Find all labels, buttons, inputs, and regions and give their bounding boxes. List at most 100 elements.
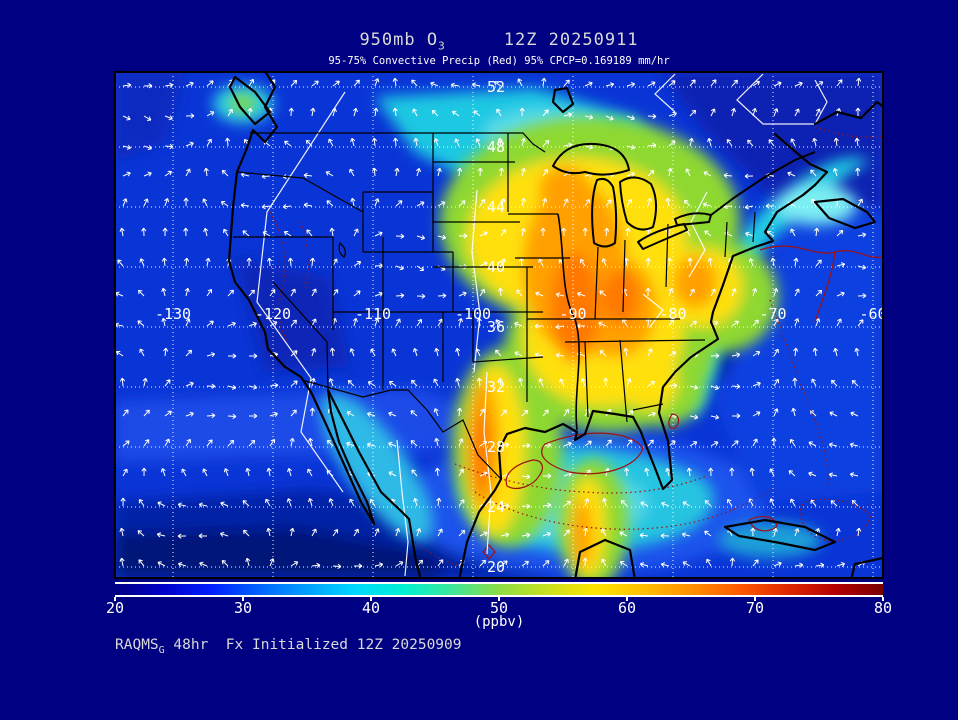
wind-vector: [475, 138, 481, 147]
wind-vector: [332, 80, 340, 87]
wind-vector: [185, 81, 194, 87]
wind-vector: [559, 378, 565, 387]
wind-vector: [346, 411, 355, 417]
wind-vector: [748, 498, 754, 507]
wind-vector: [815, 289, 823, 297]
wind-vector: [749, 467, 755, 477]
wind-vector: [137, 320, 145, 327]
wind-vector: [199, 561, 208, 567]
colorbar-tick-label: 70: [745, 599, 765, 617]
wind-vector: [520, 197, 526, 207]
wind-vector: [203, 167, 209, 177]
wind-vector: [857, 198, 863, 207]
wind-vector: [395, 528, 401, 537]
wind-vector: [394, 167, 400, 177]
wind-vector: [437, 318, 443, 327]
wind-vector: [227, 353, 237, 359]
wind-vector: [647, 170, 655, 177]
wind-vector: [206, 320, 214, 327]
state-border-layer: [233, 132, 756, 480]
wind-vector: [647, 348, 653, 357]
wind-vector: [410, 440, 418, 447]
wind-vector: [471, 82, 481, 88]
wind-vector: [624, 467, 630, 477]
wind-vector: [455, 347, 461, 357]
wind-vector: [353, 261, 362, 267]
wind-vector: [303, 202, 313, 208]
wind-vector: [347, 379, 355, 387]
wind-vector: [854, 137, 860, 147]
wind-vector: [164, 143, 174, 150]
wind-vector: [580, 378, 586, 387]
wind-vector: [829, 411, 838, 417]
wind-vector: [731, 320, 739, 327]
wind-vector: [687, 257, 693, 267]
wind-vector: [752, 319, 759, 327]
latitude-label: 52: [487, 78, 505, 96]
wind-vector: [328, 498, 334, 507]
great-lakes-layer: [552, 142, 816, 250]
wind-vector: [177, 533, 187, 539]
wind-vector: [367, 411, 376, 417]
wind-vector: [248, 439, 256, 447]
colorbar-tickmark: [114, 597, 116, 601]
wind-vector: [310, 107, 316, 117]
wind-vector: [731, 79, 739, 87]
wind-vector: [412, 108, 418, 117]
wind-vector: [349, 498, 355, 507]
wind-vector: [601, 528, 607, 537]
wind-vector: [584, 199, 591, 207]
wind-vector: [498, 167, 505, 177]
wind-vector: [437, 559, 444, 567]
wind-vector: [119, 377, 126, 387]
wind-vector: [542, 531, 551, 537]
wind-vector: [518, 377, 524, 387]
wind-vector: [723, 172, 733, 179]
forecast-map: -130 -120 -110 -100 -90 -80 -70 -60 52 48 44 40 36 32…: [114, 71, 884, 579]
wind-vector: [812, 137, 818, 147]
colorbar-tick-label: 80: [873, 599, 893, 617]
wind-vector: [477, 167, 483, 177]
wind-vector: [137, 530, 145, 537]
wind-vector: [287, 467, 293, 477]
wind-vector: [835, 527, 841, 537]
wind-vector: [458, 499, 465, 507]
wind-vector: [311, 288, 317, 297]
wind-vector: [325, 171, 334, 177]
wind-vector: [143, 439, 150, 447]
wind-vector: [623, 347, 629, 357]
wind-vector: [220, 201, 229, 207]
wind-vector: [221, 560, 229, 567]
wind-vector: [242, 529, 250, 537]
colorbar-tick-label: 20: [105, 599, 125, 617]
wind-vector: [392, 77, 398, 87]
wind-vector: [185, 411, 194, 417]
wind-vector: [788, 470, 796, 477]
wind-vector: [836, 79, 843, 87]
wind-vector: [668, 80, 676, 87]
wind-vector: [541, 77, 547, 87]
wind-vector: [206, 383, 216, 389]
wind-vector: [185, 168, 191, 177]
wind-vector: [500, 258, 506, 267]
wind-vector: [794, 81, 803, 87]
wind-vector: [584, 144, 594, 150]
wind-vector: [836, 229, 844, 237]
wind-vector: [521, 503, 531, 509]
wind-vector: [374, 318, 380, 327]
longitude-label: -90: [559, 305, 586, 323]
wind-vector: [563, 529, 570, 537]
wind-vector: [122, 198, 128, 207]
wind-vector: [661, 501, 670, 507]
wind-vector: [500, 229, 507, 237]
wind-vector: [289, 527, 295, 537]
wind-vector: [833, 347, 839, 357]
wind-vector: [584, 114, 594, 120]
wind-vector: [266, 257, 273, 267]
wind-vector: [561, 227, 567, 237]
wind-vector: [177, 561, 187, 567]
wind-vector: [388, 441, 397, 447]
wind-vector: [120, 497, 126, 507]
wind-vector: [245, 467, 251, 477]
wind-vector: [457, 167, 463, 177]
